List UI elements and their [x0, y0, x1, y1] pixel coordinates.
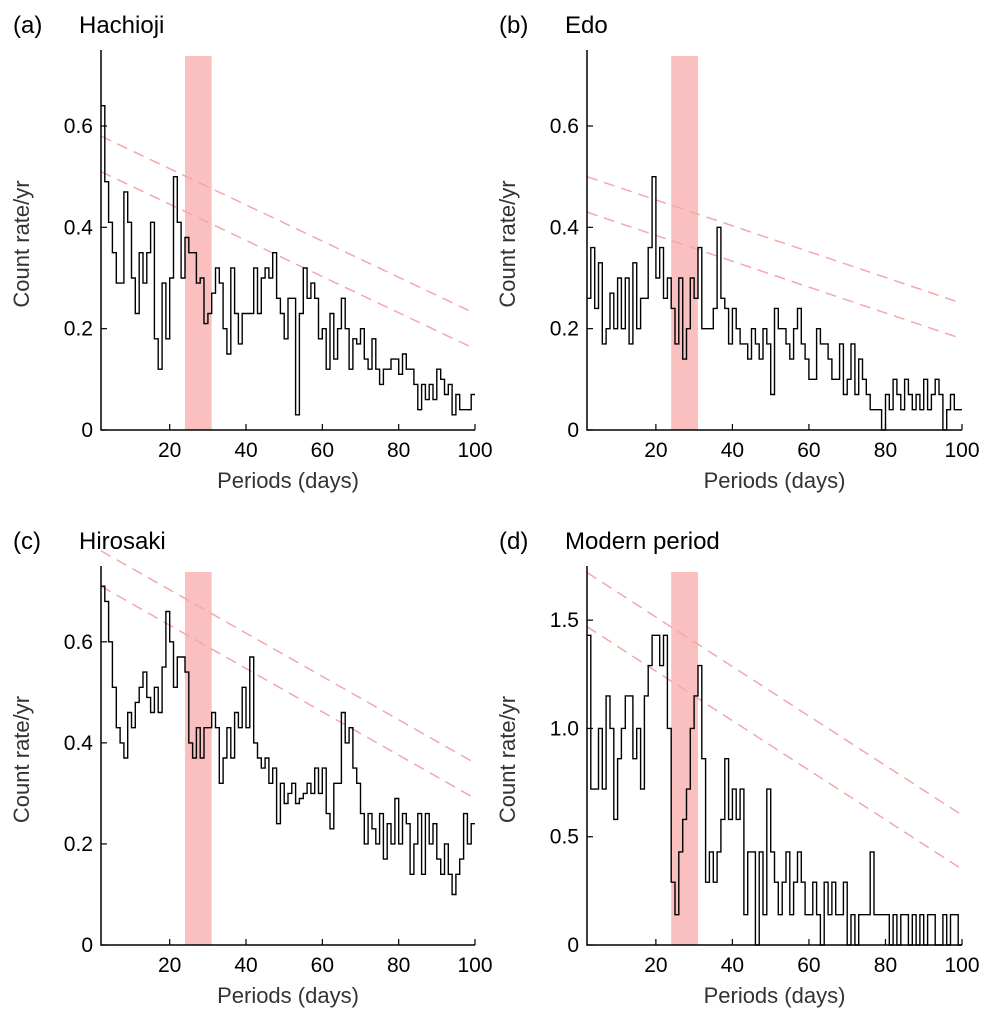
- x-tick-label: 60: [797, 954, 820, 977]
- panel-title: Hirosaki: [79, 528, 166, 555]
- x-tick-label: 40: [721, 954, 744, 977]
- count-rate-series: [101, 585, 475, 896]
- panel-label: (a): [13, 12, 42, 39]
- y-tick-label: 1.0: [550, 717, 579, 740]
- panel-edo: 20 40 60 80 100 0 0.2 0.4 0.6 Periods (days) Count…: [495, 12, 980, 493]
- x-tick-label: 100: [457, 439, 492, 462]
- x-tick-label: 20: [158, 954, 181, 977]
- y-tick-label: 0: [567, 934, 579, 957]
- x-tick-label: 40: [234, 954, 257, 977]
- confidence-line-2: [586, 626, 963, 870]
- y-tick-label: 0: [81, 934, 93, 957]
- y-tick-label: 0.2: [550, 318, 579, 341]
- panel-hirosaki: 20 40 60 80 100 0 0.2 0.4 0.6 Periods (days) Count…: [9, 528, 493, 1008]
- y-tick-label: 0.6: [64, 115, 93, 138]
- x-axis-label: Periods (days): [704, 983, 846, 1008]
- y-tick-label: 0: [81, 419, 93, 442]
- panel-title: Hachioji: [79, 12, 164, 39]
- count-rate-series: [587, 634, 962, 946]
- y-tick-label: 0: [567, 419, 579, 442]
- confidence-line-2: [100, 585, 476, 800]
- count-rate-series: [101, 105, 475, 416]
- axes: [100, 50, 475, 431]
- panel-modern-period: 20 40 60 80 100 0 0.5 1.0 1.5 Periods (days) Count…: [495, 528, 980, 1008]
- axes: [586, 566, 962, 946]
- y-tick-label: 0.4: [64, 216, 94, 239]
- x-tick-label: 40: [234, 439, 257, 462]
- y-tick-label: 0.5: [550, 826, 579, 849]
- count-rate-series: [587, 176, 962, 431]
- x-tick-label: 20: [644, 954, 667, 977]
- x-tick-label: 20: [158, 439, 181, 462]
- highlight-band: [184, 572, 212, 945]
- x-axis-label: Periods (days): [217, 468, 359, 493]
- y-tick-label: 0.6: [550, 115, 579, 138]
- x-tick-label: 60: [311, 439, 334, 462]
- panel-label: (c): [13, 528, 41, 555]
- panel-label: (d): [499, 528, 528, 555]
- y-tick-label: 0.2: [64, 318, 93, 341]
- x-tick-label: 80: [874, 954, 897, 977]
- y-tick-label: 0.2: [64, 833, 93, 856]
- y-axis-label: Count rate/yr: [9, 180, 34, 307]
- y-tick-label: 0.4: [550, 216, 580, 239]
- y-axis-label: Count rate/yr: [9, 696, 34, 823]
- y-tick-label: 1.5: [550, 609, 579, 632]
- panel-title: Edo: [565, 12, 608, 39]
- confidence-line-1: [586, 175, 963, 305]
- confidence-line-2: [100, 170, 476, 350]
- panel-label: (b): [499, 12, 528, 39]
- y-axis-label: Count rate/yr: [495, 696, 520, 823]
- x-tick-label: 80: [874, 439, 897, 462]
- confidence-line-1: [100, 550, 476, 764]
- x-tick-label: 100: [944, 439, 979, 462]
- y-tick-label: 0.4: [64, 732, 94, 755]
- confidence-line-1: [586, 571, 963, 816]
- x-axis-label: Periods (days): [704, 468, 846, 493]
- x-tick-label: 100: [944, 954, 979, 977]
- x-tick-label: 60: [797, 439, 820, 462]
- x-tick-label: 40: [721, 439, 744, 462]
- x-tick-label: 100: [457, 954, 492, 977]
- axes: [100, 566, 475, 946]
- y-axis-label: Count rate/yr: [495, 180, 520, 307]
- x-axis-label: Periods (days): [217, 983, 359, 1008]
- panel-hachioji: 20 40 60 80 100 0 0.2 0.4 0.6 Periods (days) Count…: [9, 12, 493, 493]
- x-tick-label: 80: [387, 954, 410, 977]
- x-tick-label: 60: [311, 954, 334, 977]
- confidence-line-1: [100, 135, 476, 315]
- highlight-band: [671, 56, 698, 430]
- y-tick-label: 0.6: [64, 631, 93, 654]
- x-tick-label: 20: [644, 439, 667, 462]
- x-tick-label: 80: [387, 439, 410, 462]
- panel-title: Modern period: [565, 528, 720, 555]
- confidence-line-2: [586, 211, 963, 340]
